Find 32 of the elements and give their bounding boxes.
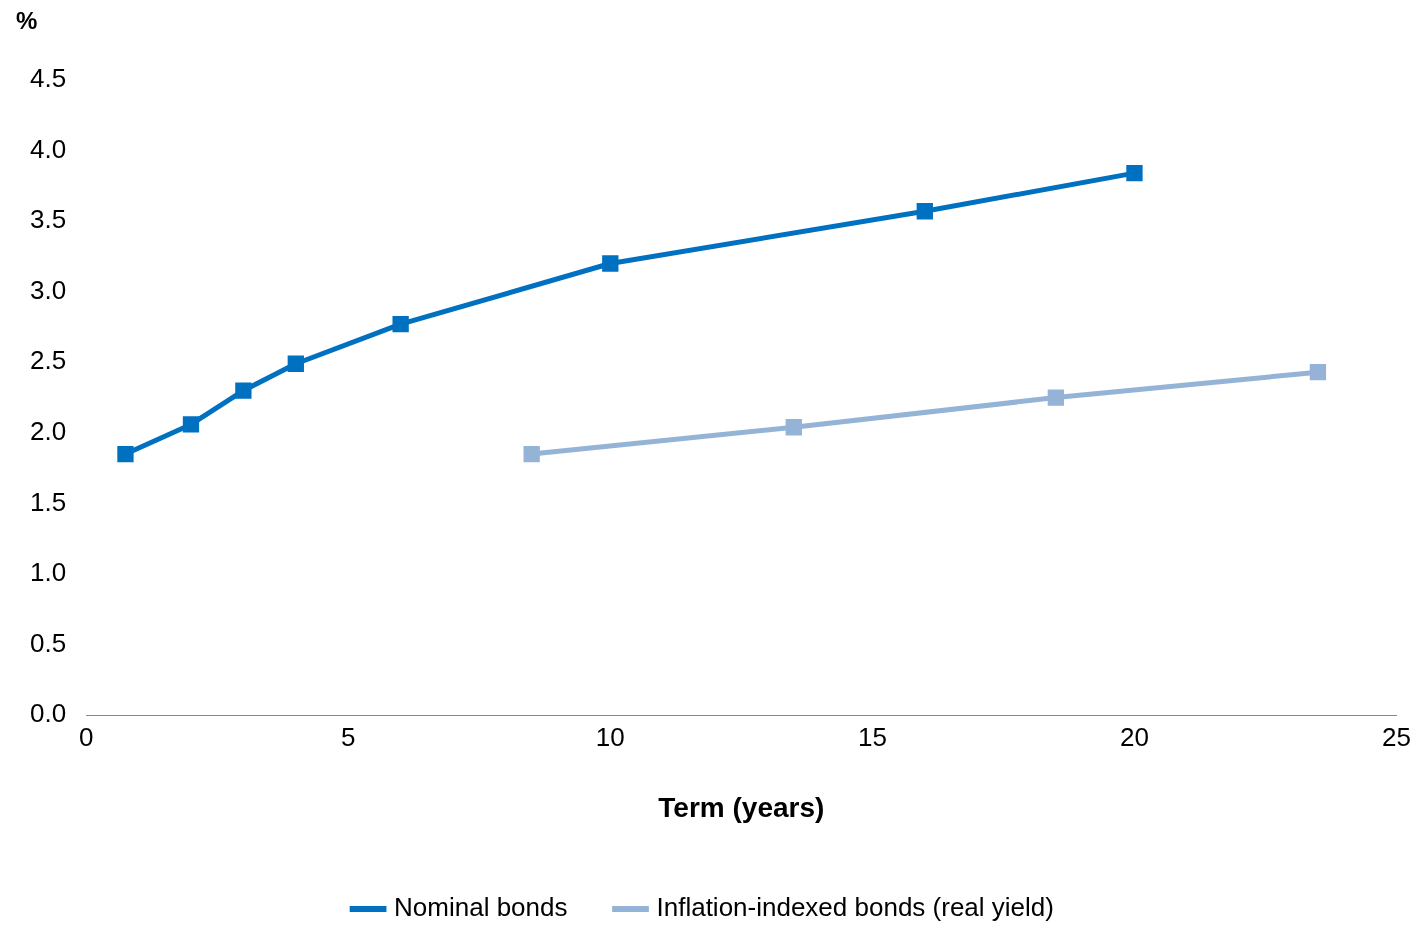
point (235, 382, 252, 399)
x-tick-label: 5 (340, 721, 356, 752)
point (916, 203, 933, 220)
y-tick-label: 0.5 (29, 627, 67, 658)
y-tick-label: 0.0 (29, 698, 67, 729)
point (1126, 165, 1143, 182)
y-tick-label: 3.5 (29, 204, 67, 235)
point (523, 445, 540, 463)
point (1047, 389, 1064, 406)
point (182, 416, 200, 433)
point (392, 316, 409, 333)
y-tick-label: 2.5 (29, 345, 67, 376)
y-tick-label: 1.0 (29, 557, 67, 588)
y-tick-label: 1.5 (29, 486, 67, 517)
y-tick-label: 3.0 (29, 274, 67, 305)
point (1309, 364, 1327, 381)
legend-label: Nominal bonds (394, 892, 568, 923)
x-axis-title: Term (years) (658, 791, 825, 823)
x-tick-label: 25 (1382, 721, 1411, 752)
y-tick-label: 4.5 (29, 63, 67, 94)
legend-label: Inflation-indexed bonds (real yield) (656, 892, 1054, 923)
x-tick-label: 0 (78, 721, 94, 752)
y-tick-label: 4.0 (29, 133, 67, 164)
x-tick-label: 20 (1120, 721, 1149, 752)
y-axis-title: % (16, 6, 38, 34)
x-tick-label: 15 (857, 721, 887, 752)
x-tick-label: 10 (595, 721, 625, 752)
point (785, 419, 802, 436)
point (287, 355, 304, 372)
y-tick-label: 2.0 (29, 416, 67, 447)
point (602, 255, 619, 272)
point (117, 445, 134, 463)
